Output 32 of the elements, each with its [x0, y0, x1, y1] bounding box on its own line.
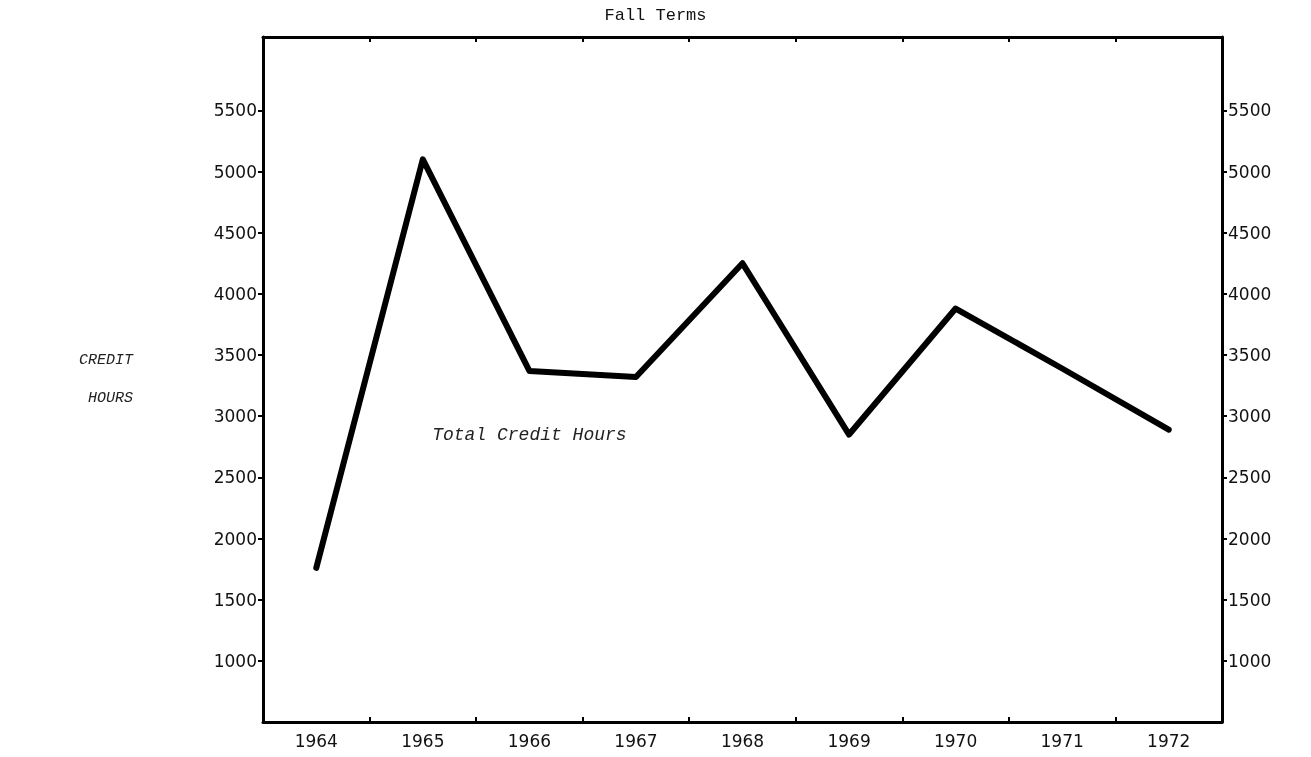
x-tick-label: 1972	[1147, 730, 1191, 751]
x-tick-label: 1971	[1040, 730, 1084, 751]
y2-tick-label: 2000	[1228, 528, 1272, 549]
y2-tick-label: 4500	[1228, 222, 1272, 243]
y-tick-label: 4000	[213, 283, 257, 304]
chart-title: Fall Terms	[604, 6, 707, 25]
x-tick-label: 1968	[720, 730, 765, 751]
y2-tick-label: 2500	[1228, 467, 1272, 488]
y-tick-label: 1000	[213, 650, 257, 671]
y-tick-label: 5500	[213, 100, 257, 121]
x-tick-label: 1970	[933, 730, 978, 751]
y-tick-label: 3000	[213, 406, 257, 427]
y2-tick-label: 5500	[1228, 100, 1272, 121]
y-tick-label: 2500	[213, 467, 257, 488]
y-tick-label: 4500	[213, 222, 257, 243]
text: CREDIT HOURS	[78, 352, 133, 407]
x-tick-label: 1969	[827, 730, 871, 751]
y2-tick-label: 4000	[1228, 283, 1272, 304]
y2-tick-label: 1500	[1228, 589, 1272, 610]
x-tick-label: 1964	[294, 730, 338, 751]
y-tick-label: 2000	[213, 528, 257, 549]
y-tick-label: 1500	[213, 589, 257, 610]
y2-tick-label: 1000	[1228, 650, 1272, 671]
y-tick-label: 5000	[213, 161, 257, 182]
x-tick-label: 1967	[614, 730, 658, 751]
y-tick-label: 3500	[213, 345, 257, 366]
y2-tick-label: 3000	[1228, 406, 1272, 427]
y2-tick-label: 3500	[1228, 345, 1272, 366]
y2-tick-label: 5000	[1228, 161, 1272, 182]
x-tick-label: 1965	[401, 730, 445, 751]
text: Total Credit Hours	[432, 424, 627, 445]
x-tick-label: 1966	[507, 730, 552, 751]
